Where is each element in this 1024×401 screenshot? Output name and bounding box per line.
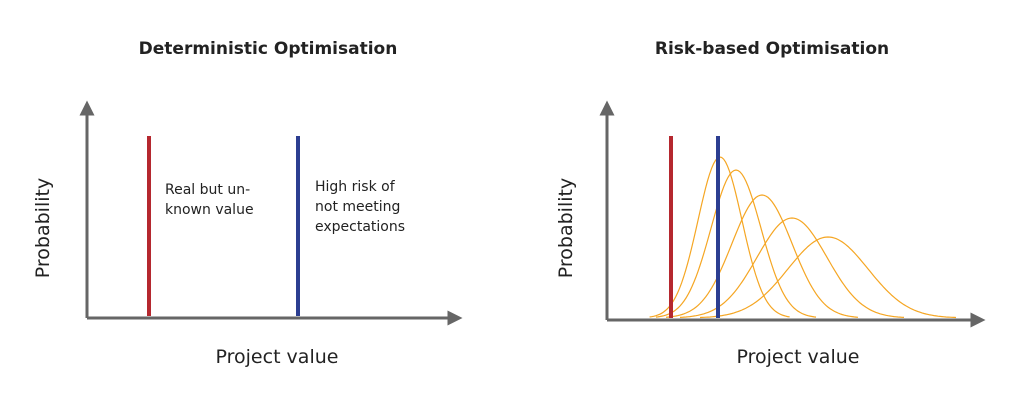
annotation-line: High risk of	[315, 179, 396, 195]
y-axis-label: Probability	[555, 178, 577, 278]
annotation-line: Real but un-	[165, 182, 250, 198]
panel-title: Deterministic Optimisation	[139, 39, 398, 59]
y-axis-label: Probability	[32, 178, 54, 278]
distribution-curves	[649, 156, 957, 319]
panel-deterministic: Deterministic Optimisation Real but un- …	[32, 39, 463, 368]
panel-title: Risk-based Optimisation	[655, 39, 889, 59]
x-axis-label: Project value	[737, 346, 860, 368]
distribution-curve	[699, 236, 957, 319]
distribution-curve	[679, 217, 905, 318]
annotation-line: known value	[165, 202, 254, 218]
distribution-curve	[665, 194, 859, 318]
panel-risk-based: Risk-based Optimisation Probability Proj…	[555, 39, 986, 368]
x-axis-label: Project value	[216, 346, 339, 368]
annotation-line: expectations	[315, 219, 405, 235]
annotation-line: not meeting	[315, 199, 400, 215]
distribution-curve	[655, 169, 817, 318]
